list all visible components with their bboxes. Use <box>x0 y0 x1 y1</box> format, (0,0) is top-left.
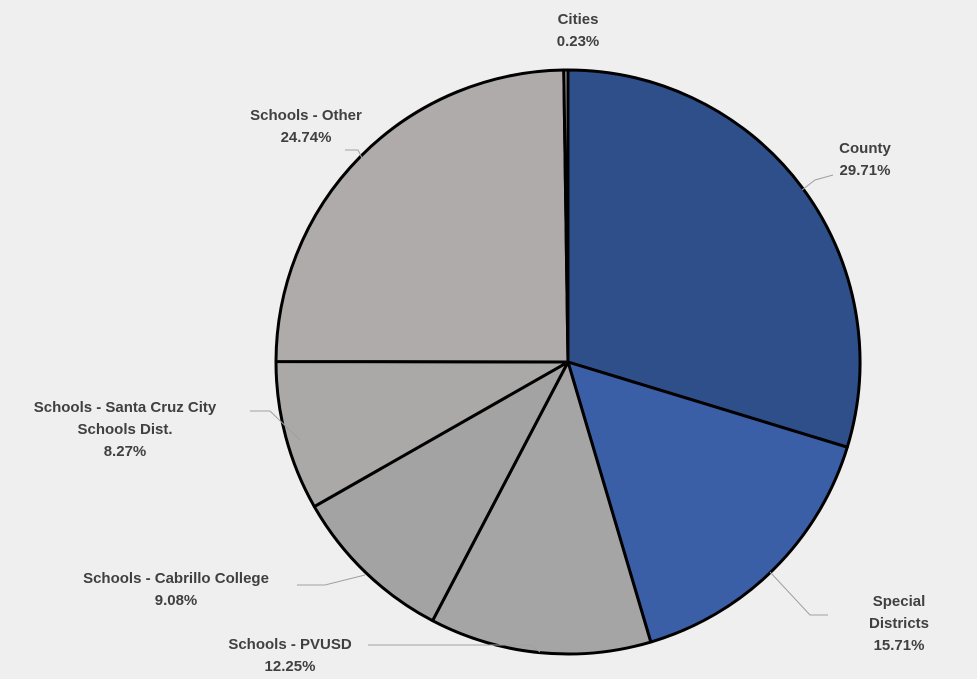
value-label: 15.71% <box>873 637 925 654</box>
category-label: Schools - PVUSD <box>228 636 352 653</box>
category-label: Cities <box>557 11 599 28</box>
pie-slice <box>562 68 570 364</box>
data-label: Schools - Other 24.74% <box>250 105 362 149</box>
category-label: Schools - Santa Cruz City Schools Dist. <box>33 399 217 438</box>
value-label: 29.71% <box>839 162 891 179</box>
pie-slice <box>566 360 849 644</box>
leader-line <box>297 574 366 586</box>
value-label: 8.27% <box>103 443 147 460</box>
data-label: County 29.71% <box>839 138 891 182</box>
value-label: 0.23% <box>556 33 600 50</box>
value-label: 24.74% <box>280 129 332 146</box>
data-label: Special Districts 15.71% <box>860 591 938 657</box>
leader-line <box>368 644 541 653</box>
category-label: County <box>839 140 891 157</box>
leader-line <box>250 410 301 441</box>
data-label: Cities 0.23% <box>557 9 600 53</box>
data-label: Schools - Santa Cruz City Schools Dist. 8… <box>5 397 245 463</box>
leader-line <box>345 149 363 159</box>
pie-slice <box>274 359 570 509</box>
pie-slice <box>431 360 653 656</box>
category-label: Schools - Other <box>250 107 362 124</box>
value-label: 9.08% <box>154 592 198 609</box>
category-label: Schools - Cabrillo College <box>83 570 269 587</box>
leader-line <box>801 174 834 191</box>
data-label: Schools - PVUSD 12.25% <box>228 634 351 678</box>
category-label: Special Districts <box>868 593 930 632</box>
data-label: Schools - Cabrillo College 9.08% <box>83 568 269 612</box>
pie-slice <box>274 68 570 364</box>
pie-slice <box>566 68 862 449</box>
pie-slice <box>312 360 570 623</box>
value-label: 12.25% <box>264 658 316 675</box>
leader-line <box>769 571 828 616</box>
